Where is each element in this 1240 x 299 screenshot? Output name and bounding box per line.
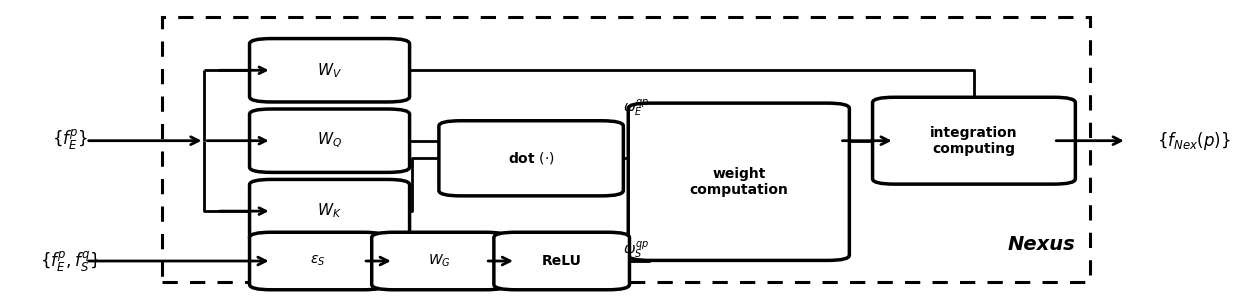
FancyBboxPatch shape xyxy=(249,179,409,243)
Text: $W_V$: $W_V$ xyxy=(317,61,342,80)
Text: $\omega_E^{qp}$: $\omega_E^{qp}$ xyxy=(624,98,650,119)
FancyBboxPatch shape xyxy=(249,232,386,290)
Text: dot $( \cdot )$: dot $( \cdot )$ xyxy=(507,150,554,166)
Bar xyxy=(161,17,1090,282)
Text: $\varepsilon_S$: $\varepsilon_S$ xyxy=(310,254,325,268)
Text: weight
computation: weight computation xyxy=(689,167,789,197)
Text: Nexus: Nexus xyxy=(1007,235,1075,254)
FancyBboxPatch shape xyxy=(873,97,1075,184)
Text: integration
computing: integration computing xyxy=(930,126,1018,156)
Text: $\omega_S^{qp}$: $\omega_S^{qp}$ xyxy=(624,240,650,261)
FancyBboxPatch shape xyxy=(249,39,409,102)
Text: $\{f_{Nex}(p)\}$: $\{f_{Nex}(p)\}$ xyxy=(1157,130,1231,152)
FancyBboxPatch shape xyxy=(439,121,624,196)
FancyBboxPatch shape xyxy=(494,232,630,290)
Text: $W_Q$: $W_Q$ xyxy=(317,131,342,150)
FancyBboxPatch shape xyxy=(629,103,849,260)
Text: ReLU: ReLU xyxy=(542,254,582,268)
Text: $W_K$: $W_K$ xyxy=(317,202,342,220)
Text: $\{f_E^p, f_S^q\}$: $\{f_E^p, f_S^q\}$ xyxy=(40,248,100,274)
FancyBboxPatch shape xyxy=(372,232,507,290)
Text: $W_G$: $W_G$ xyxy=(428,253,451,269)
FancyBboxPatch shape xyxy=(249,109,409,173)
Text: $\{f_E^p\}$: $\{f_E^p\}$ xyxy=(52,127,88,152)
